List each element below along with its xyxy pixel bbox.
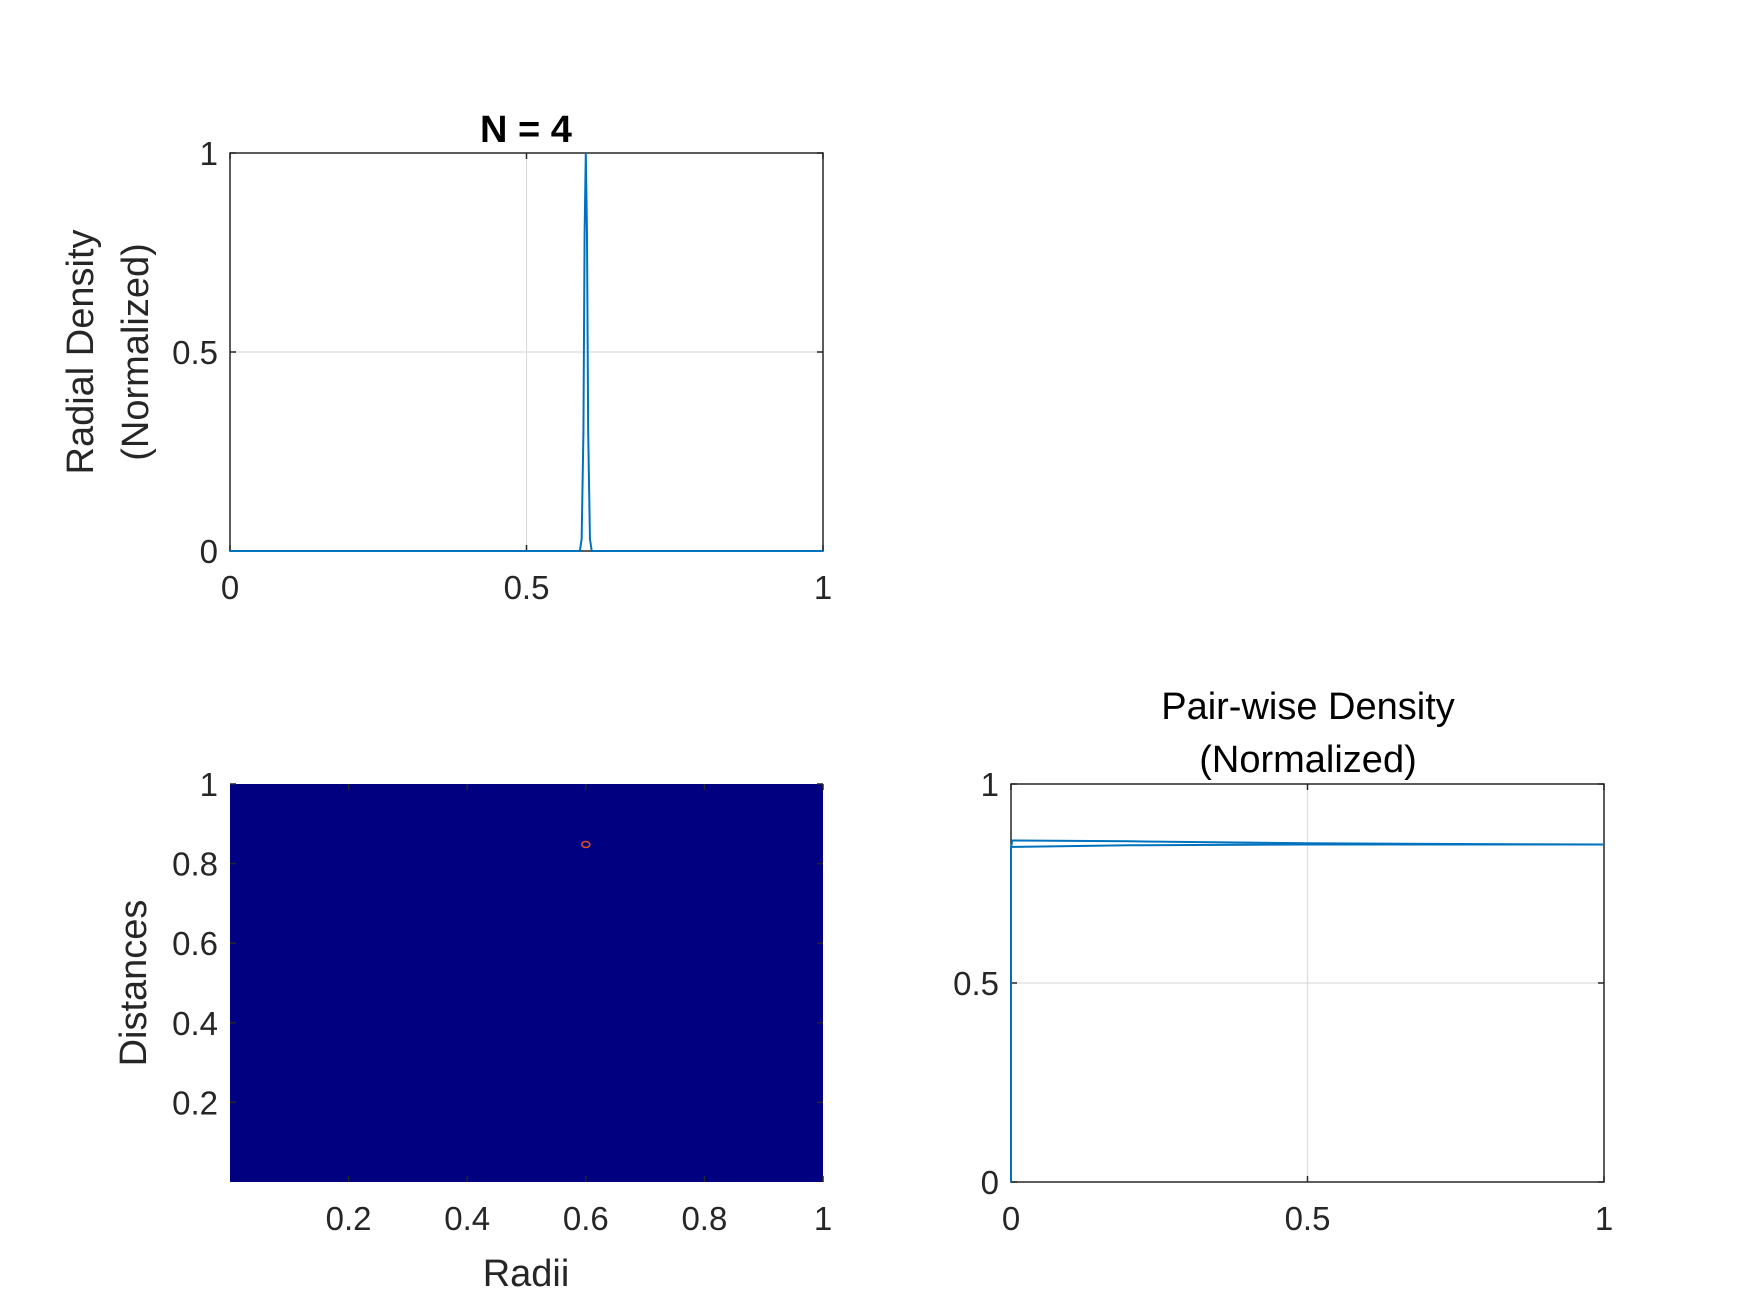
heatmap-xtick-label: 0.6 xyxy=(563,1200,609,1237)
pairwise-density-ytick-label: 0 xyxy=(981,1164,999,1201)
radial-density-ylabel-line1: Radial Density xyxy=(60,230,102,475)
pairwise-density-plot: 0 0.5 1 0 0.5 1 Pair-wise Density (Normalized… xyxy=(953,686,1613,1237)
heatmap-xtick-label: 0.2 xyxy=(326,1200,372,1237)
pairwise-density-series xyxy=(1010,839,1605,1182)
radial-density-title: N = 4 xyxy=(480,109,572,151)
heatmap-hotspot xyxy=(581,840,591,849)
pairwise-density-xtick-label: 0 xyxy=(1002,1200,1020,1237)
radial-density-xtick-label: 1 xyxy=(814,569,832,606)
radial-density-ytick-label: 1 xyxy=(200,135,218,172)
pairwise-density-xtick-label: 1 xyxy=(1595,1200,1613,1237)
heatmap-xtick-label: 0.8 xyxy=(681,1200,727,1237)
heatmap-ytick-label: 1 xyxy=(200,766,218,803)
radial-density-plot: 0 0.5 1 0 0.5 1 N = 4 Radial Density (Normali… xyxy=(60,109,832,606)
pairwise-density-ytick-label: 0.5 xyxy=(953,965,999,1002)
heatmap-field xyxy=(230,784,823,1182)
heatmap-ticks: 0.2 0.4 0.6 0.8 1 0.2 0.4 0.6 0.8 1 xyxy=(172,766,832,1237)
heatmap-ylabel: Distances xyxy=(113,900,155,1067)
radial-density-xtick-label: 0 xyxy=(221,569,239,606)
heatmap-ytick-label: 0.8 xyxy=(172,846,218,883)
radial-density-series xyxy=(230,152,823,552)
pairwise-density-series-line-2 xyxy=(1010,843,1604,849)
pairwise-density-ytick-label: 1 xyxy=(981,766,999,803)
radial-density-grid xyxy=(230,153,823,551)
distance-radii-heatmap: 0.2 0.4 0.6 0.8 1 0.2 0.4 0.6 0.8 1 Radii Distanc… xyxy=(113,766,832,1295)
heatmap-xtick-label: 0.4 xyxy=(444,1200,490,1237)
radial-density-ytick-label: 0.5 xyxy=(172,334,218,371)
pairwise-density-title-line1: Pair-wise Density xyxy=(1161,686,1455,728)
heatmap-ytick-label: 0.2 xyxy=(172,1084,218,1121)
radial-density-series-line-1 xyxy=(230,152,823,552)
heatmap-xlabel: Radii xyxy=(483,1253,570,1295)
radial-density-ylabel-line2: (Normalized) xyxy=(115,243,157,460)
radial-density-xtick-label: 0.5 xyxy=(504,569,550,606)
pairwise-density-title-line2: (Normalized) xyxy=(1199,739,1416,781)
radial-density-ticks: 0 0.5 1 0 0.5 1 xyxy=(172,135,832,606)
heatmap-xtick-label: 1 xyxy=(814,1200,832,1237)
pairwise-density-grid xyxy=(1011,784,1604,1182)
pairwise-density-ticks: 0 0.5 1 0 0.5 1 xyxy=(953,766,1613,1237)
heatmap-ytick-label: 0.6 xyxy=(172,925,218,962)
radial-density-ytick-label: 0 xyxy=(200,533,218,570)
heatmap-ytick-label: 0.4 xyxy=(172,1005,218,1042)
pairwise-density-xtick-label: 0.5 xyxy=(1285,1200,1331,1237)
